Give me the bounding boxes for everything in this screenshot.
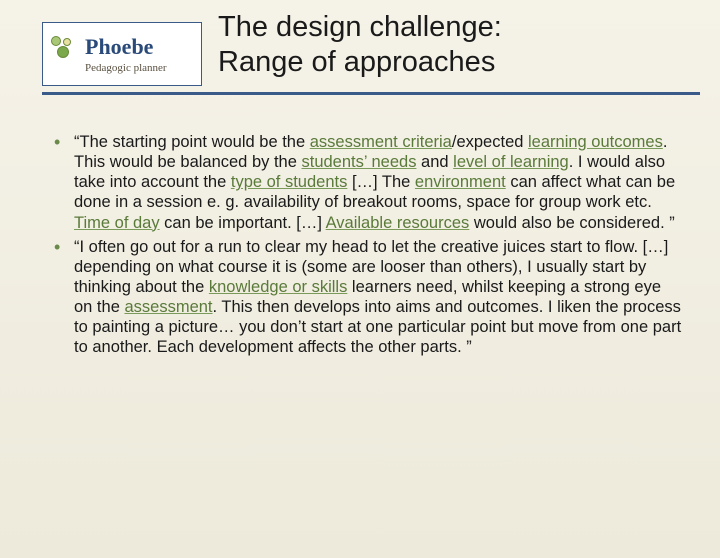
logo-top: Phoebe bbox=[51, 34, 201, 60]
logo-name: Phoebe bbox=[85, 34, 153, 60]
highlight-text: Time of day bbox=[74, 214, 160, 232]
bullet-item: “I often go out for a run to clear my he… bbox=[60, 237, 682, 358]
highlight-text: Available resources bbox=[326, 214, 470, 232]
highlight-text: level of learning bbox=[453, 153, 569, 171]
bullet-list: “The starting point would be the assessm… bbox=[60, 132, 682, 357]
highlight-text: environment bbox=[415, 173, 506, 191]
header: Phoebe Pedagogic planner The design chal… bbox=[0, 18, 720, 108]
body-text: can be important. […] bbox=[160, 214, 326, 232]
body-text: “The starting point would be the bbox=[74, 133, 310, 151]
content: “The starting point would be the assessm… bbox=[0, 108, 720, 357]
logo-subtitle: Pedagogic planner bbox=[85, 62, 201, 74]
title-line-2: Range of approaches bbox=[218, 45, 502, 80]
highlight-text: type of students bbox=[231, 173, 348, 191]
highlight-text: knowledge or skills bbox=[209, 278, 347, 296]
logo: Phoebe Pedagogic planner bbox=[42, 22, 202, 86]
logo-icon bbox=[51, 36, 79, 58]
slide-title: The design challenge: Range of approache… bbox=[218, 10, 502, 80]
highlight-text: assessment criteria bbox=[310, 133, 452, 151]
title-line-1: The design challenge: bbox=[218, 10, 502, 45]
body-text: […] The bbox=[347, 173, 415, 191]
header-rule bbox=[42, 92, 700, 95]
bullet-item: “The starting point would be the assessm… bbox=[60, 132, 682, 233]
highlight-text: assessment bbox=[124, 298, 212, 316]
highlight-text: students’ needs bbox=[301, 153, 416, 171]
body-text: would also be considered. ” bbox=[469, 214, 674, 232]
body-text: /expected bbox=[452, 133, 528, 151]
highlight-text: learning outcomes bbox=[528, 133, 663, 151]
body-text: and bbox=[416, 153, 453, 171]
